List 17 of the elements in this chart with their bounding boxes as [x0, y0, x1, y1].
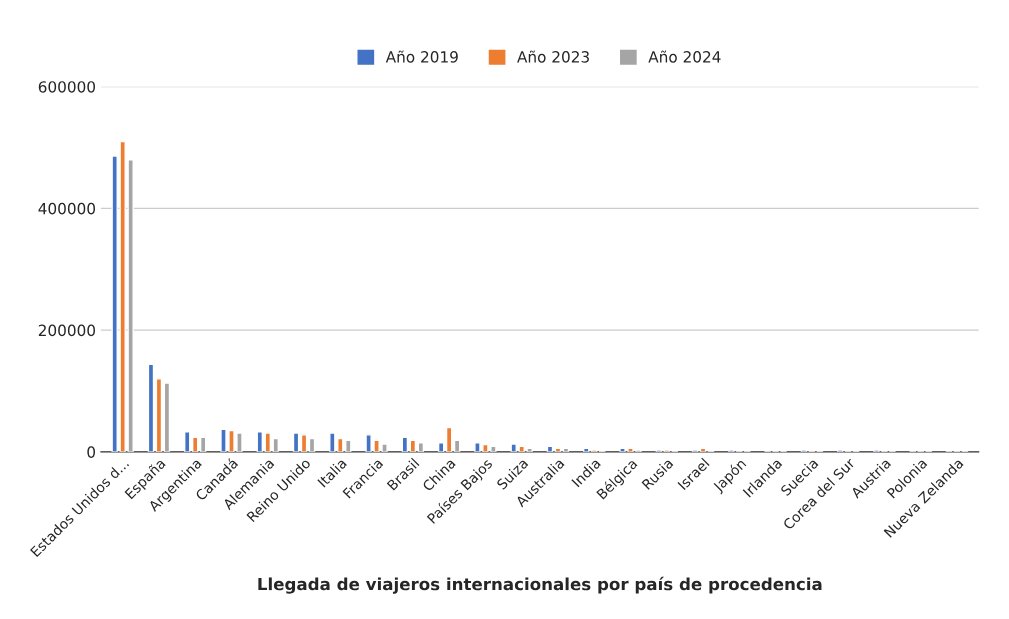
y-tick-label: 400000	[38, 202, 96, 215]
legend-label: Año 2019	[385, 50, 458, 63]
bar	[300, 434, 308, 452]
bar	[183, 431, 191, 452]
bar	[292, 432, 300, 452]
bar	[445, 426, 453, 452]
bar	[163, 382, 171, 452]
bar	[256, 431, 264, 452]
bar	[264, 432, 271, 452]
legend-label: Año 2023	[517, 50, 589, 63]
x-axis-title: Llegada de viajeros internacionales por país de procedencia	[258, 576, 822, 594]
y-tick-label: 0	[87, 446, 96, 458]
y-tick-label: 600000	[38, 81, 96, 93]
bar	[147, 363, 155, 452]
legend-label: Año 2024	[648, 50, 721, 63]
bar	[155, 378, 163, 452]
y-tick-label: 200000	[38, 324, 96, 337]
